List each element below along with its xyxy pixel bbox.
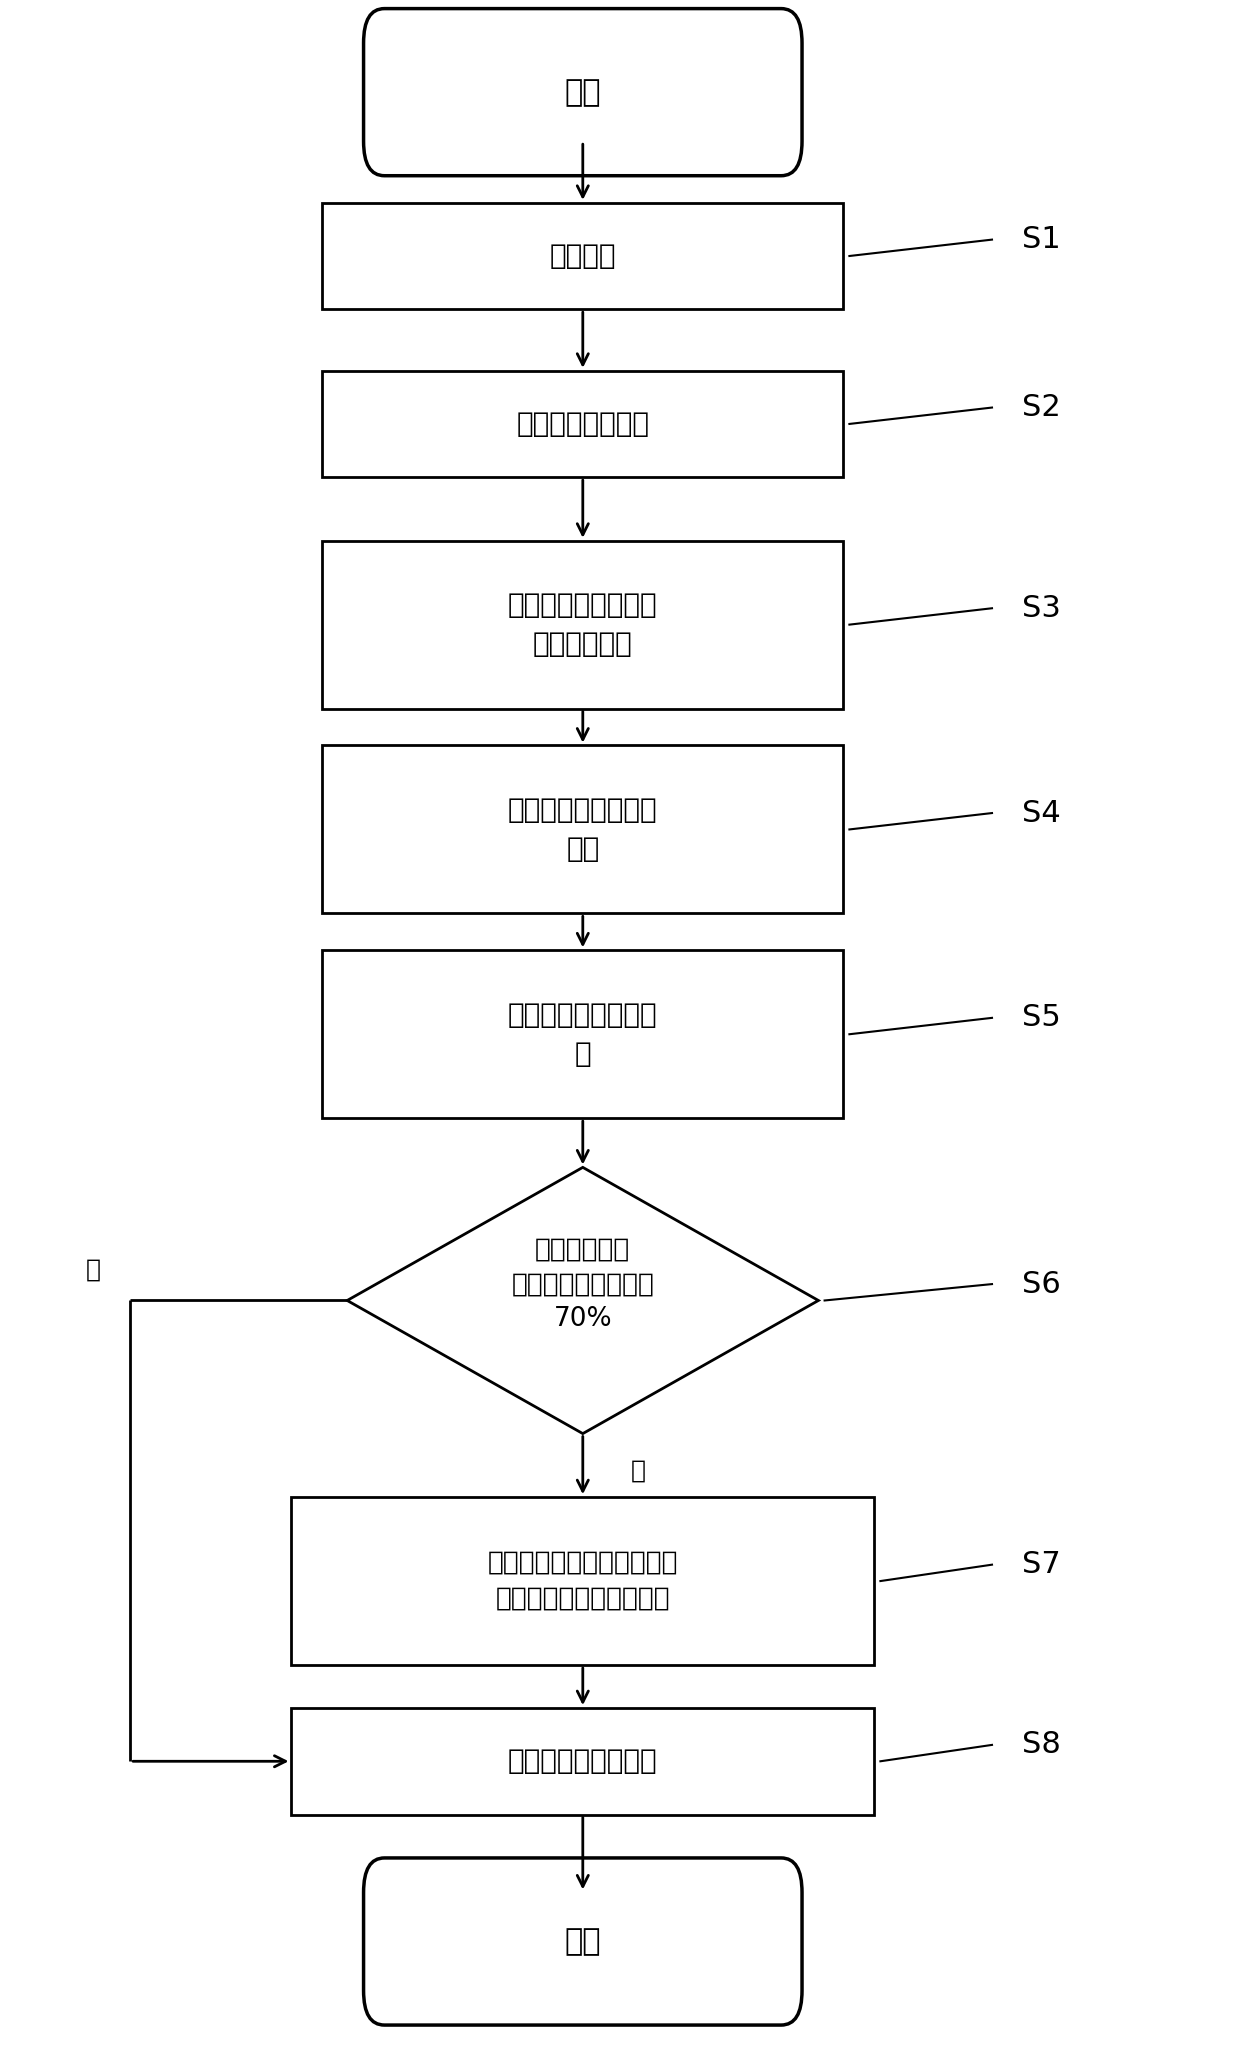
Text: 开始: 开始	[564, 78, 601, 106]
Text: S4: S4	[1022, 799, 1061, 827]
Text: 计算闸墩断面的临界
水流弗汝德数: 计算闸墩断面的临界 水流弗汝德数	[508, 592, 657, 657]
Text: S3: S3	[1022, 594, 1061, 623]
Bar	[322, 745, 843, 913]
Text: S1: S1	[1022, 225, 1061, 254]
Bar	[322, 541, 843, 709]
Text: 观测并检验排冰情况: 观测并检验排冰情况	[508, 1747, 657, 1776]
Text: 确定闸前最低排冰水
位: 确定闸前最低排冰水 位	[508, 1001, 657, 1067]
Bar	[322, 203, 843, 309]
FancyBboxPatch shape	[363, 8, 802, 176]
Text: 关断闸门，在达到排冰水位
后，打开闸门，进行排冰: 关断闸门，在达到排冰水位 后，打开闸门，进行排冰	[487, 1550, 678, 1612]
Bar	[322, 371, 843, 477]
Bar	[291, 1708, 874, 1815]
Text: S6: S6	[1022, 1270, 1061, 1298]
Text: S2: S2	[1022, 393, 1061, 422]
Text: 测量水深: 测量水深	[549, 242, 616, 270]
Text: S5: S5	[1022, 1004, 1061, 1032]
FancyBboxPatch shape	[363, 1858, 802, 2025]
Text: 否: 否	[86, 1257, 100, 1282]
Text: 结束: 结束	[564, 1927, 601, 1956]
Bar	[291, 1497, 874, 1665]
Text: 测量浮冰平均厚度: 测量浮冰平均厚度	[516, 410, 650, 438]
Text: 是: 是	[631, 1458, 646, 1483]
Text: S8: S8	[1022, 1731, 1061, 1759]
Text: S7: S7	[1022, 1550, 1061, 1579]
Text: 得到闸墩断面的排冰
水量: 得到闸墩断面的排冰 水量	[508, 797, 657, 862]
Text: 流冰聚集覆盖
是否达到水面面积的
70%: 流冰聚集覆盖 是否达到水面面积的 70%	[511, 1237, 655, 1331]
Bar	[322, 950, 843, 1118]
Polygon shape	[347, 1167, 818, 1434]
